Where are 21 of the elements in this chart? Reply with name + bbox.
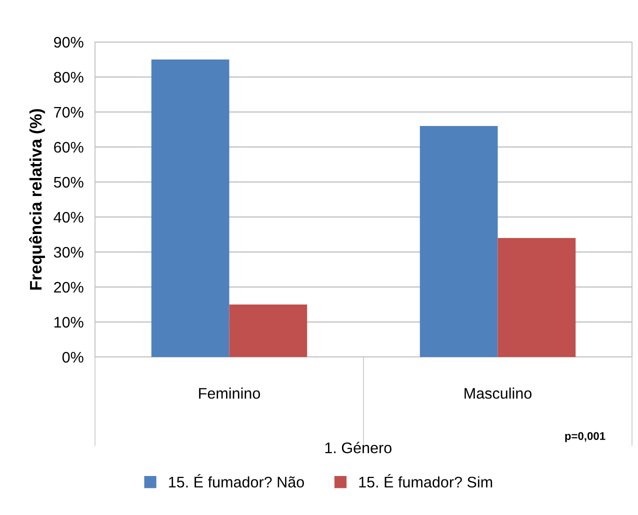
- legend-label: 15. É fumador? Não: [169, 474, 304, 488]
- y-tick-label: 10%: [54, 316, 84, 328]
- y-tick-label: 40%: [54, 212, 84, 223]
- y-tick-label: 0%: [62, 352, 84, 363]
- bar: [498, 238, 576, 357]
- legend-label: 15. É fumador? Sim: [359, 474, 492, 488]
- bar: [151, 60, 230, 357]
- x-tick-label: Masculino: [464, 388, 532, 399]
- y-tick-label: 20%: [54, 282, 84, 293]
- y-tick-label: 70%: [54, 106, 84, 118]
- bar: [229, 304, 308, 357]
- y-tick-label: 30%: [54, 246, 84, 258]
- y-tick-label: 80%: [54, 72, 84, 83]
- x-tick-label: Feminino: [199, 388, 260, 399]
- bar: [420, 126, 498, 357]
- text: p=0,001: [565, 432, 606, 442]
- y-axis-title: Frequência relativa (%): [29, 109, 45, 290]
- y-tick-label: 60%: [54, 142, 84, 153]
- y-tick-label: 90%: [54, 36, 84, 48]
- x-axis-title: 1. Género: [325, 442, 392, 454]
- y-tick-label: 50%: [54, 176, 84, 188]
